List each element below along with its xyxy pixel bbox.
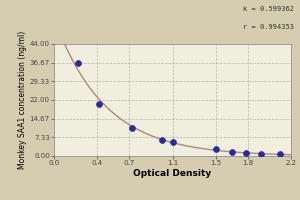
Point — [278, 153, 283, 156]
Text: k = 0.599362: k = 0.599362 — [243, 6, 294, 12]
Point — [129, 126, 134, 130]
Y-axis label: Monkey SAA1 concentration (ng/ml): Monkey SAA1 concentration (ng/ml) — [18, 31, 27, 169]
Text: r = 0.994353: r = 0.994353 — [243, 24, 294, 30]
Point — [170, 140, 175, 144]
Point — [75, 61, 80, 65]
Point — [243, 151, 248, 155]
X-axis label: Optical Density: Optical Density — [134, 169, 212, 178]
Point — [229, 150, 234, 154]
Point — [213, 147, 218, 150]
Point — [258, 152, 263, 155]
Point — [97, 102, 102, 105]
Point — [159, 139, 164, 142]
